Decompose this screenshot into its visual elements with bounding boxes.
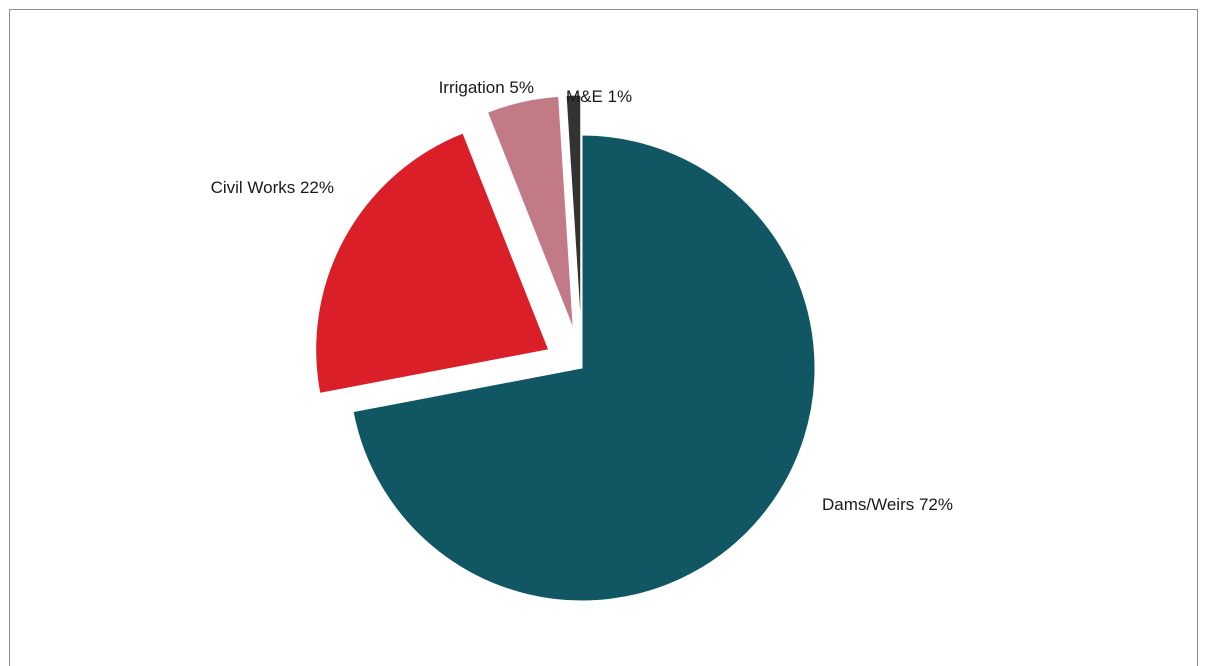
pie-labels: Dams/Weirs 72% Civil Works 22% Irrigation … <box>211 78 953 514</box>
pie-slices <box>315 94 816 602</box>
data-label-civil-works: Civil Works 22% <box>211 178 334 197</box>
data-label-m-e: M&E 1% <box>566 87 632 106</box>
pie-slice-m-e <box>565 94 582 329</box>
pie-slice-dams-weirs <box>352 134 816 602</box>
data-label-dams-weirs: Dams/Weirs 72% <box>822 495 953 514</box>
pie-slice-civil-works <box>315 132 550 394</box>
data-label-irrigation: Irrigation 5% <box>439 78 534 97</box>
pie-slice-irrigation <box>486 95 574 330</box>
